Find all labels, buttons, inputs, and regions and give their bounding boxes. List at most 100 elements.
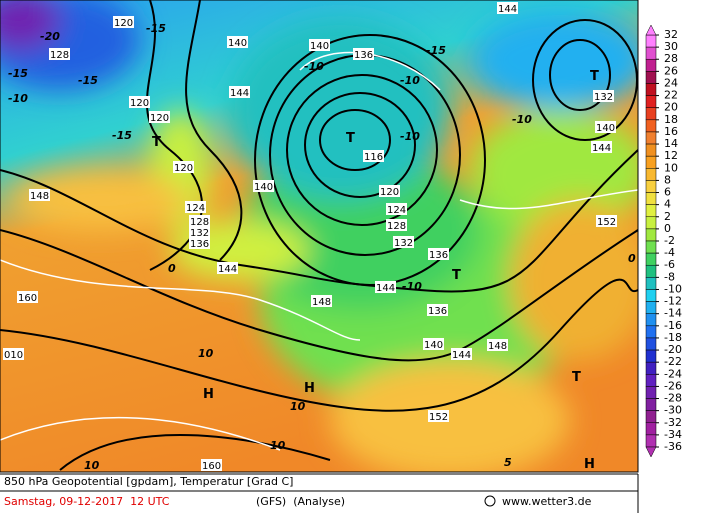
label-box xyxy=(129,96,150,108)
label-box xyxy=(189,226,210,238)
geopotential-label: 128 xyxy=(190,217,209,228)
colorbar-tick-label: 2 xyxy=(664,210,671,223)
label-box xyxy=(375,281,396,293)
geopotential-label: 160 xyxy=(18,293,37,304)
geopotential-label: 144 xyxy=(452,350,471,361)
label-box xyxy=(423,338,444,350)
colorbar-band xyxy=(645,337,657,351)
colorbar-tick-label: 4 xyxy=(664,198,671,211)
label-box xyxy=(593,90,614,102)
colorbar-band xyxy=(645,349,657,363)
geopotential-label: 120 xyxy=(114,18,133,29)
temperature-label: -15 xyxy=(112,129,132,142)
label-box xyxy=(428,248,449,260)
colorbar-tick-label: -2 xyxy=(664,234,675,247)
colorbar-band xyxy=(645,422,657,436)
label-box xyxy=(427,304,448,316)
colorbar-band xyxy=(645,143,657,157)
colorbar-band xyxy=(645,252,657,266)
temperature-label: 10 xyxy=(270,439,286,452)
colorbar-tick-label: 28 xyxy=(664,52,678,65)
map xyxy=(0,0,638,472)
label-box xyxy=(201,459,222,471)
geopotential-label: 140 xyxy=(254,182,273,193)
temperature-label: -10 xyxy=(8,92,28,105)
label-box xyxy=(49,48,70,60)
label-box xyxy=(386,219,407,231)
colorbar-band xyxy=(645,71,657,84)
temperature-label: -20 xyxy=(40,30,60,43)
temperature-label: 0 xyxy=(168,262,176,275)
colorbar-tick-label: -16 xyxy=(664,319,682,332)
label-box xyxy=(596,215,617,227)
temperature-label: -15 xyxy=(426,44,446,57)
temperature-label: -10 xyxy=(402,280,422,293)
label-box xyxy=(428,410,449,422)
map-frame xyxy=(0,0,639,473)
footer-source: www.wetter3.de xyxy=(502,495,592,508)
colorbar-band xyxy=(645,83,657,96)
colorbar-band xyxy=(645,386,657,399)
label-box xyxy=(379,185,400,197)
colorbar-band xyxy=(645,228,657,242)
geopotential-label: 132 xyxy=(190,228,209,239)
colorbar-tick-label: 18 xyxy=(664,113,678,126)
colorbar-tick-label: -26 xyxy=(664,379,682,392)
colorbar-band xyxy=(645,131,657,145)
colorbar-arrow xyxy=(645,446,657,458)
label-box xyxy=(189,215,210,227)
geopotential-label: 116 xyxy=(364,152,383,163)
temperature-label: 0 xyxy=(628,252,636,265)
temperature-label: -10 xyxy=(304,60,324,73)
geopotential-label: 152 xyxy=(597,217,616,228)
colorbar-tick-label: -6 xyxy=(664,258,675,271)
pressure-center: T xyxy=(572,370,581,385)
geopotential-label: 120 xyxy=(380,187,399,198)
geopotential-label: 136 xyxy=(428,306,447,317)
geopotential-label: 144 xyxy=(498,4,517,15)
geopotential-label: 144 xyxy=(376,283,395,294)
colorbar-band xyxy=(645,204,657,218)
colorbar-band xyxy=(645,95,657,108)
colorbar-band xyxy=(645,155,657,169)
colorbar-band xyxy=(645,289,657,302)
colorbar-band xyxy=(645,313,657,327)
colorbar-tick-label: 32 xyxy=(664,28,678,41)
geopotential-label: 124 xyxy=(186,203,205,214)
footer-date: Samstag, 09-12-2017 12 UTC xyxy=(4,495,170,508)
temperature-label: -15 xyxy=(8,67,28,80)
colorbar-band xyxy=(645,277,657,290)
colorbar-tick-label: -24 xyxy=(664,367,682,380)
label-box xyxy=(217,262,238,274)
colorbar-band xyxy=(645,180,657,193)
colorbar-tick-label: -20 xyxy=(664,343,682,356)
colorbar-tick-label: -34 xyxy=(664,428,682,441)
geopotential-label: 132 xyxy=(594,92,613,103)
label-box xyxy=(173,161,194,173)
colorbar-tick-label: -14 xyxy=(664,307,682,320)
label-box xyxy=(17,291,38,303)
colorbar-band xyxy=(645,192,657,205)
label-box xyxy=(309,39,330,51)
colorbar-tick-label: -36 xyxy=(664,440,682,453)
label-box xyxy=(113,16,134,28)
colorbar-band xyxy=(645,58,657,72)
colorbar-tick-label: -32 xyxy=(664,416,682,429)
colorbar-tick-label: 16 xyxy=(664,125,678,138)
colorbar-tick-label: 6 xyxy=(664,186,671,199)
geopotential-label: 148 xyxy=(30,191,49,202)
colorbar-band xyxy=(645,34,657,48)
label-box xyxy=(149,111,170,123)
geopotential-label: 148 xyxy=(312,297,331,308)
geopotential-label: 120 xyxy=(174,163,193,174)
geopotential-label: 148 xyxy=(488,341,507,352)
colorbar-band xyxy=(645,374,657,387)
temperature-label: 10 xyxy=(84,459,100,472)
geopotential-label: 136 xyxy=(429,250,448,261)
temperature-label: -10 xyxy=(400,130,420,143)
label-box xyxy=(386,203,407,215)
geopotential-label: 140 xyxy=(310,41,329,52)
geopotential-label: 132 xyxy=(394,238,413,249)
label-box xyxy=(363,150,384,162)
